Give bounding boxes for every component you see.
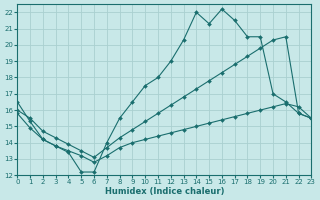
X-axis label: Humidex (Indice chaleur): Humidex (Indice chaleur) [105, 187, 224, 196]
